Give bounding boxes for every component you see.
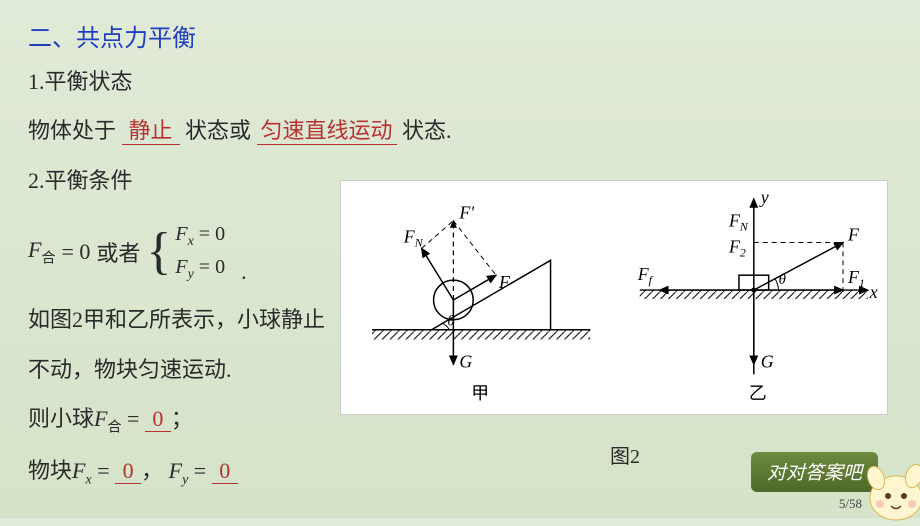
text: 物块 (28, 458, 72, 483)
blank-1: 静止 (122, 119, 180, 144)
blank-4: 0 (115, 459, 141, 484)
figure-caption: 图2 (610, 440, 640, 469)
text: 则小球 (28, 406, 94, 431)
svg-text:F: F (847, 224, 860, 244)
svg-text:Ff: Ff (637, 264, 654, 287)
eq: = (188, 458, 211, 483)
blank-3: 0 (145, 407, 171, 432)
text: 物体处于 (28, 118, 116, 143)
f-he: F合 (28, 237, 55, 267)
svg-text:G: G (761, 351, 774, 371)
sub: 合 (107, 420, 121, 435)
punct: ， (141, 458, 163, 483)
svg-text:θ: θ (447, 314, 454, 330)
f-var: F (169, 458, 182, 483)
svg-text:F2: F2 (728, 236, 746, 259)
sentence-1: 物体处于 静止 状态或 匀速直线运动 状态. (28, 112, 892, 149)
or-text: 或者 (96, 236, 140, 268)
text: 状态. (402, 118, 452, 143)
blank-2: 匀速直线运动 (257, 119, 397, 144)
svg-text:F': F' (458, 203, 475, 223)
f-var: F (94, 406, 107, 431)
eq: = (121, 406, 144, 431)
svg-text:F: F (498, 272, 511, 292)
svg-text:甲: 甲 (471, 383, 489, 403)
eq: = (92, 458, 115, 483)
svg-text:FN: FN (728, 211, 749, 234)
text: 状态或 (185, 118, 251, 143)
period: . (241, 259, 247, 285)
item1-label: 1.平衡状态 (28, 63, 892, 100)
page-number: 5/58 (839, 496, 862, 512)
svg-text:x: x (869, 282, 878, 302)
eq0: = 0 (61, 239, 90, 265)
svg-text:F1: F1 (847, 267, 865, 290)
section-title: 二、共点力平衡 (28, 18, 892, 53)
blank-5: 0 (212, 459, 238, 484)
svg-text:G: G (459, 351, 472, 371)
brace-cases: { Fx = 0 Fy = 0 (146, 219, 225, 285)
cartoon-icon (858, 456, 920, 526)
svg-text:FN: FN (403, 226, 424, 249)
svg-text:乙: 乙 (749, 383, 767, 403)
svg-text:y: y (759, 187, 769, 207)
f-var: F (72, 458, 85, 483)
svg-text:θ: θ (779, 272, 786, 288)
punct: ； (171, 406, 193, 431)
physics-diagram: FN F' F G θ 甲 x y FN F2 Ff (340, 180, 888, 415)
